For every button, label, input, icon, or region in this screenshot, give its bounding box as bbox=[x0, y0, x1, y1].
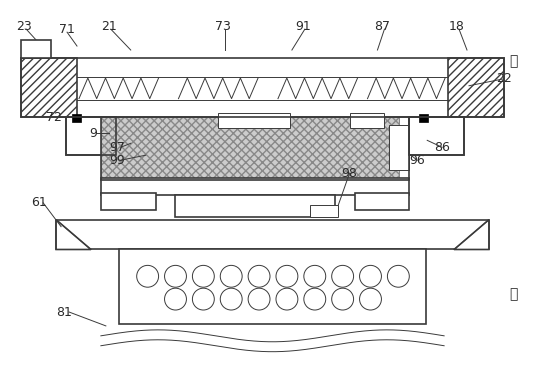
Bar bbox=[101, 193, 156, 210]
Bar bbox=[21, 58, 77, 118]
Text: 98: 98 bbox=[342, 166, 357, 180]
Text: 71: 71 bbox=[59, 23, 75, 36]
Text: 99: 99 bbox=[109, 154, 125, 167]
Text: 18: 18 bbox=[449, 20, 465, 33]
Bar bbox=[101, 118, 399, 180]
Text: 61: 61 bbox=[31, 196, 47, 210]
Text: 内: 内 bbox=[509, 287, 517, 301]
Bar bbox=[56, 220, 489, 250]
Text: 96: 96 bbox=[409, 154, 425, 167]
Text: 81: 81 bbox=[56, 306, 72, 319]
Text: 23: 23 bbox=[16, 20, 32, 33]
Text: 73: 73 bbox=[215, 20, 231, 33]
Bar bbox=[21, 40, 51, 58]
Bar bbox=[72, 114, 81, 123]
Bar bbox=[390, 126, 409, 170]
Bar bbox=[310, 205, 338, 217]
Text: 21: 21 bbox=[101, 20, 116, 33]
Bar bbox=[350, 112, 385, 128]
Bar bbox=[66, 118, 116, 155]
Bar bbox=[355, 193, 409, 210]
Bar bbox=[409, 118, 464, 155]
Text: 87: 87 bbox=[374, 20, 391, 33]
Bar bbox=[419, 114, 428, 123]
Text: 外: 外 bbox=[509, 54, 517, 68]
Text: 97: 97 bbox=[109, 141, 125, 154]
Polygon shape bbox=[454, 220, 489, 250]
Bar bbox=[409, 118, 464, 155]
Text: 91: 91 bbox=[295, 20, 311, 33]
Text: 9: 9 bbox=[89, 127, 97, 140]
Bar bbox=[448, 58, 504, 118]
Polygon shape bbox=[56, 220, 91, 250]
Text: 22: 22 bbox=[496, 72, 511, 85]
Bar bbox=[218, 112, 290, 128]
Bar bbox=[101, 178, 409, 195]
Text: 86: 86 bbox=[434, 141, 450, 154]
Bar bbox=[66, 118, 116, 155]
Text: 72: 72 bbox=[46, 111, 62, 124]
Bar bbox=[176, 195, 335, 217]
Bar bbox=[101, 118, 409, 180]
Bar bbox=[21, 58, 504, 118]
Bar bbox=[119, 250, 426, 324]
